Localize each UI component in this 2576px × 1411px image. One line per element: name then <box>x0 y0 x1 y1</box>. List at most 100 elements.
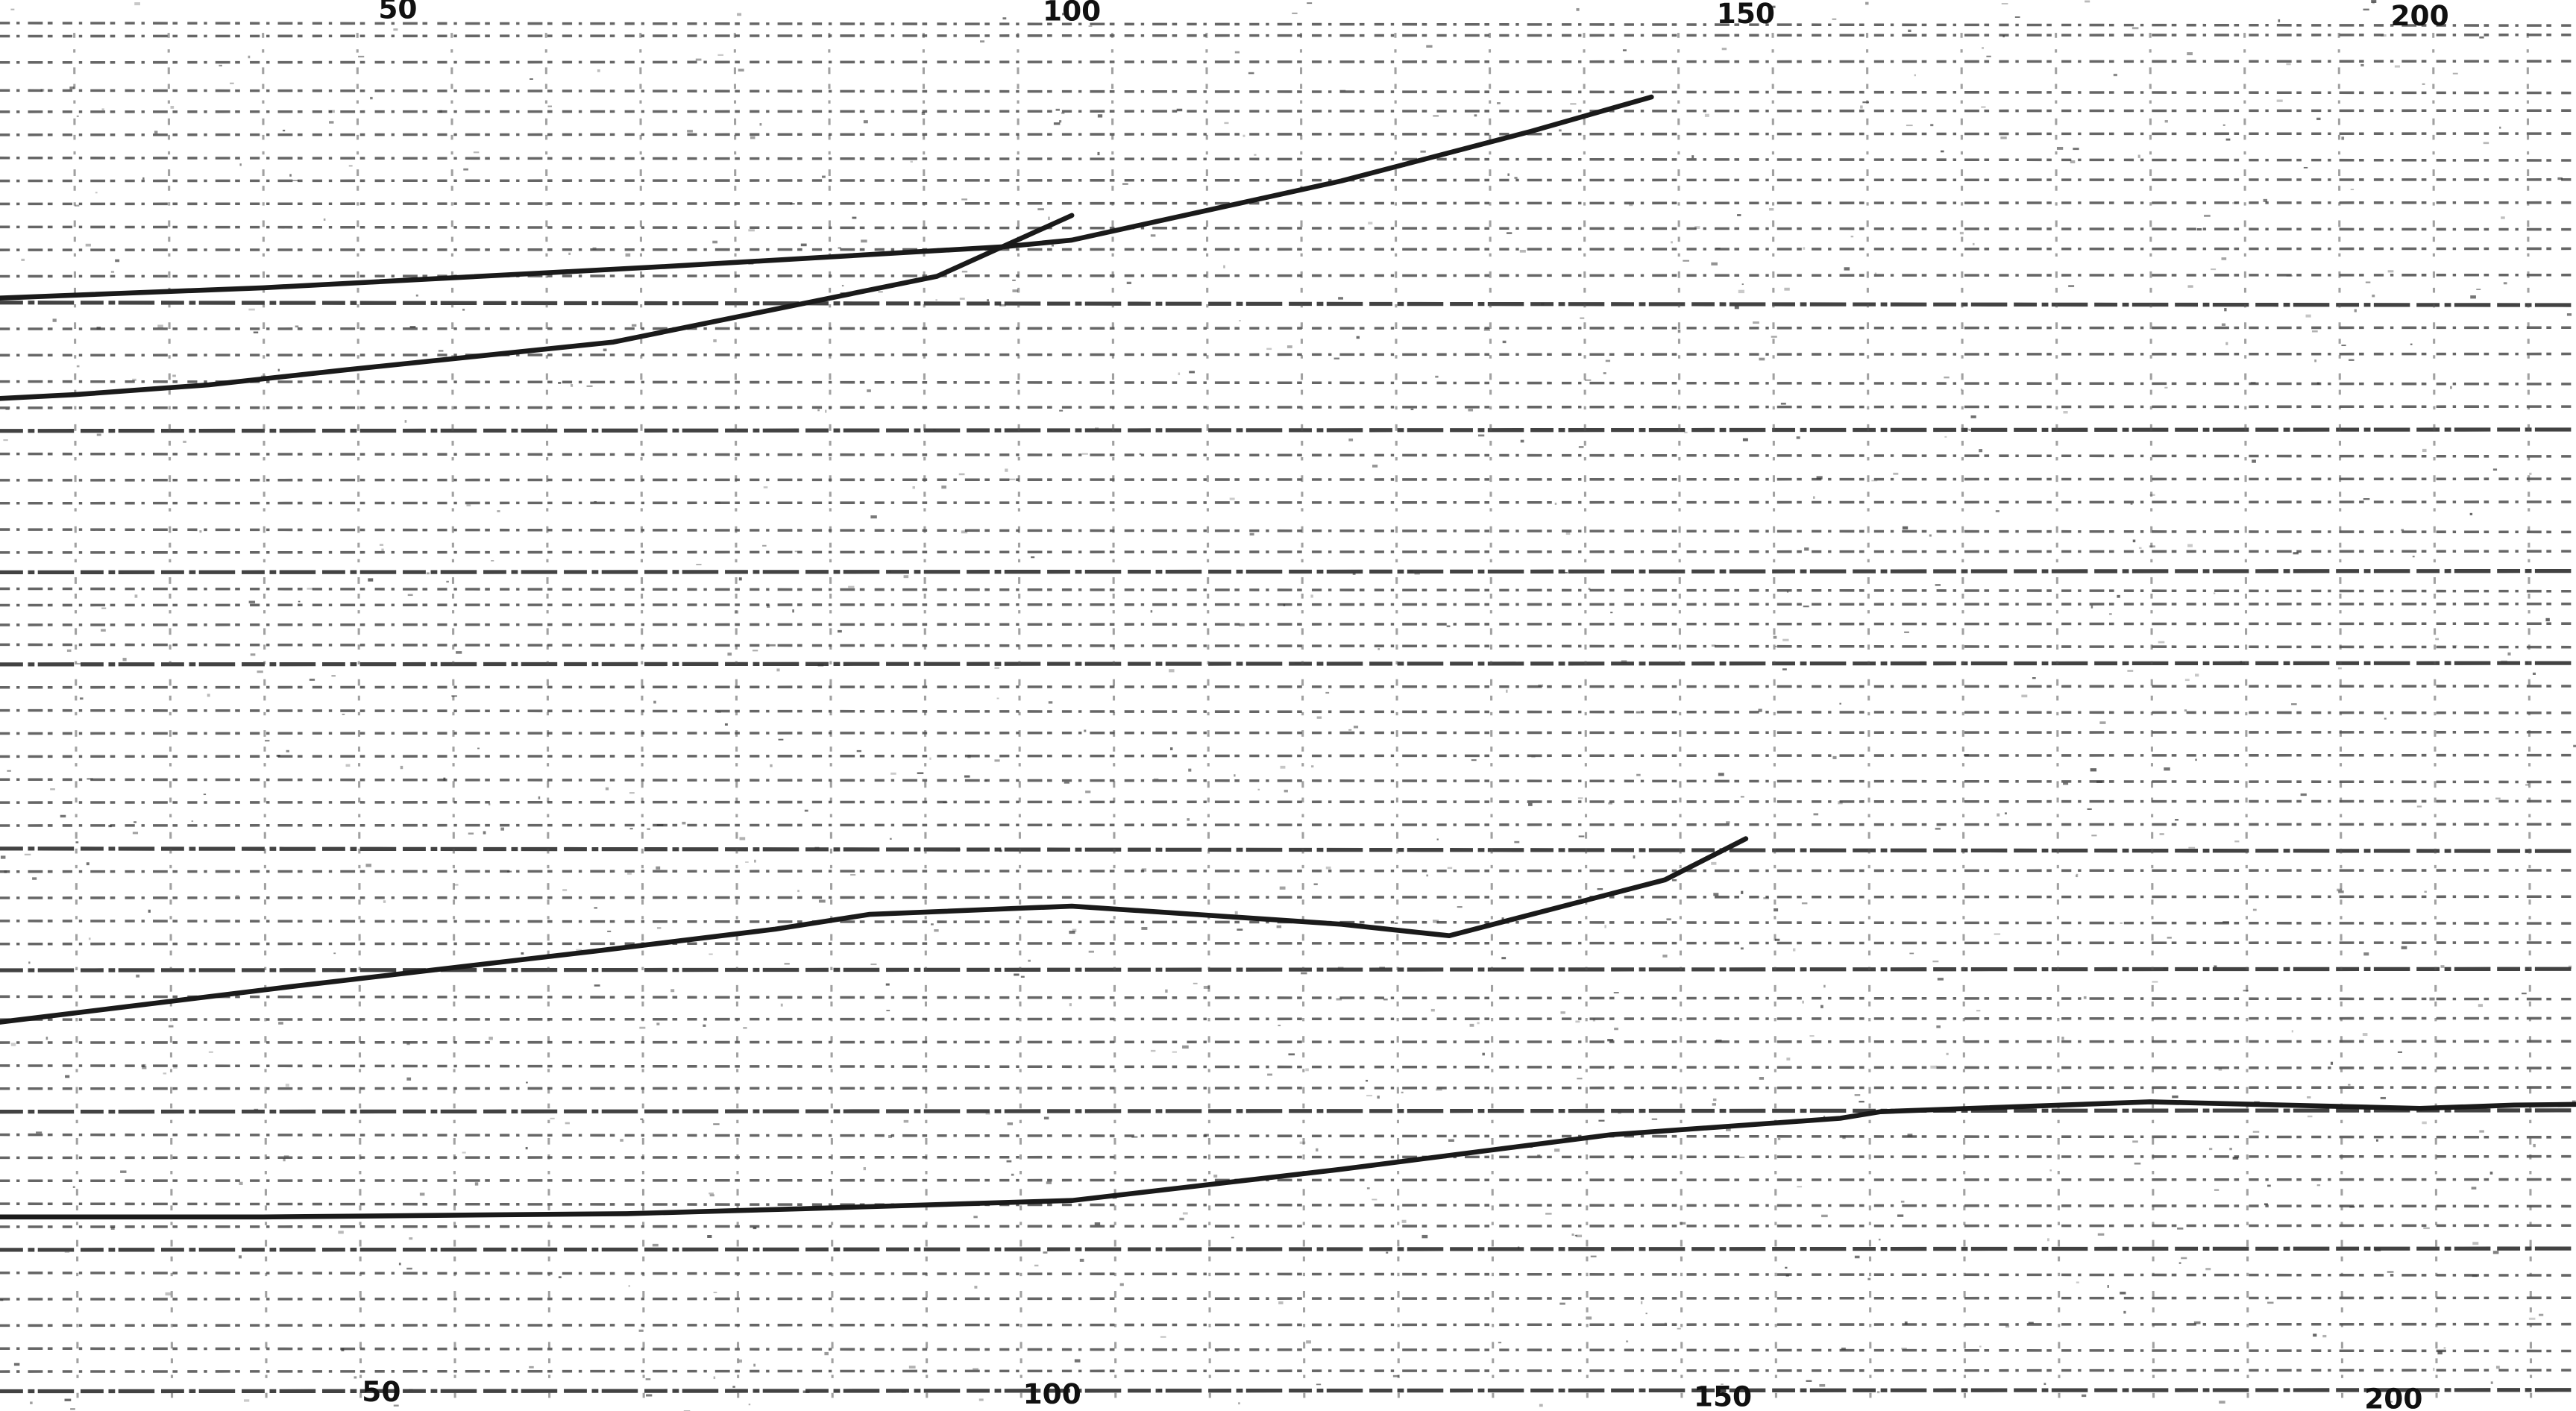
paper-speck <box>1604 925 1606 928</box>
paper-speck <box>257 670 263 673</box>
paper-speck <box>2090 768 2097 772</box>
paper-speck <box>2314 359 2317 362</box>
paper-speck <box>984 779 987 782</box>
grid-line-horizontal <box>0 1388 2576 1394</box>
paper-speck <box>1020 975 1025 978</box>
paper-speck <box>2412 556 2415 558</box>
paper-speck <box>1088 25 1093 27</box>
paper-speck <box>1809 1035 1815 1037</box>
paper-speck <box>1598 1119 1605 1122</box>
paper-speck <box>1284 789 1288 793</box>
paper-speck <box>625 253 631 257</box>
paper-speck <box>2572 1100 2576 1104</box>
paper-speck <box>794 550 798 553</box>
paper-speck <box>1239 320 1241 321</box>
paper-speck <box>2422 448 2427 453</box>
paper-speck <box>2188 846 2196 849</box>
paper-speck <box>1401 1091 1404 1094</box>
paper-speck <box>96 433 101 436</box>
paper-speck <box>1906 125 1913 127</box>
grid-line-horizontal <box>0 201 2576 206</box>
paper-speck <box>1316 716 1322 719</box>
paper-speck <box>570 384 574 387</box>
paper-speck <box>903 1119 909 1123</box>
paper-speck <box>500 827 505 831</box>
paper-speck <box>285 1084 289 1087</box>
paper-speck <box>1671 241 1673 244</box>
paper-speck <box>640 1118 644 1120</box>
paper-speck <box>980 40 985 43</box>
paper-speck <box>219 64 222 67</box>
paper-speck <box>173 1066 178 1069</box>
paper-speck <box>1718 773 1724 776</box>
paper-speck <box>1053 122 1061 125</box>
paper-speck <box>1280 765 1286 769</box>
paper-speck <box>1570 103 1577 105</box>
paper-speck <box>88 937 91 940</box>
paper-speck <box>2521 993 2527 995</box>
paper-speck <box>86 862 89 866</box>
paper-speck <box>2075 874 2078 878</box>
paper-speck <box>1897 1214 1904 1217</box>
paper-speck <box>2218 1067 2222 1071</box>
paper-speck <box>2120 1292 2126 1295</box>
paper-speck <box>1854 1255 1860 1259</box>
paper-speck <box>1713 893 1719 896</box>
paper-speck <box>1097 114 1103 118</box>
paper-speck <box>1014 973 1020 976</box>
paper-speck <box>1902 526 1909 529</box>
paper-speck <box>647 828 650 830</box>
paper-speck <box>393 1404 399 1407</box>
paper-speck <box>713 1376 716 1380</box>
paper-speck <box>2450 386 2452 389</box>
paper-speck <box>770 764 773 767</box>
paper-speck <box>1517 1246 1520 1250</box>
paper-speck <box>852 216 857 219</box>
paper-speck <box>1482 1052 1485 1056</box>
paper-speck <box>1725 1128 1731 1131</box>
paper-speck <box>1576 7 1580 11</box>
grid-line-horizontal <box>0 753 2576 758</box>
paper-speck <box>2424 890 2427 893</box>
paper-speck <box>142 1063 147 1067</box>
paper-speck <box>1930 124 1934 127</box>
paper-speck <box>1507 173 1510 176</box>
grid-line-horizontal <box>0 1246 2576 1252</box>
paper-speck <box>1169 669 1175 673</box>
paper-speck <box>712 240 718 244</box>
paper-speck <box>2380 1096 2386 1099</box>
paper-speck <box>929 757 932 760</box>
paper-speck <box>2501 660 2507 664</box>
paper-speck <box>2149 545 2155 548</box>
paper-speck <box>40 89 45 92</box>
paper-speck <box>1694 226 1700 230</box>
paper-speck <box>2167 937 2172 939</box>
paper-speck <box>1299 1141 1306 1145</box>
paper-speck <box>1964 754 1969 756</box>
x-tick-label-bottom: 200 <box>2364 1383 2422 1411</box>
paper-speck <box>76 115 79 117</box>
paper-speck <box>1043 1116 1049 1120</box>
paper-speck <box>1193 982 1198 984</box>
paper-speck <box>1356 336 1360 339</box>
paper-speck <box>1034 1264 1039 1267</box>
paper-speck <box>2525 784 2529 786</box>
paper-speck <box>1497 102 1501 104</box>
paper-speck <box>1059 409 1064 412</box>
paper-speck <box>713 1292 717 1294</box>
paper-speck <box>2330 1061 2334 1065</box>
paper-speck <box>2175 819 2179 821</box>
paper-speck <box>2349 1205 2355 1208</box>
paper-speck <box>489 803 491 805</box>
paper-speck <box>2222 921 2229 923</box>
paper-speck <box>1966 428 1970 430</box>
paper-speck <box>999 849 1002 852</box>
paper-speck <box>230 82 234 84</box>
paper-speck <box>1804 547 1809 551</box>
paper-speck <box>409 1389 413 1391</box>
paper-speck <box>1820 1005 1823 1008</box>
paper-speck <box>134 2 140 6</box>
paper-speck <box>2566 313 2572 316</box>
paper-speck <box>2278 19 2281 22</box>
paper-speck <box>2073 148 2079 151</box>
